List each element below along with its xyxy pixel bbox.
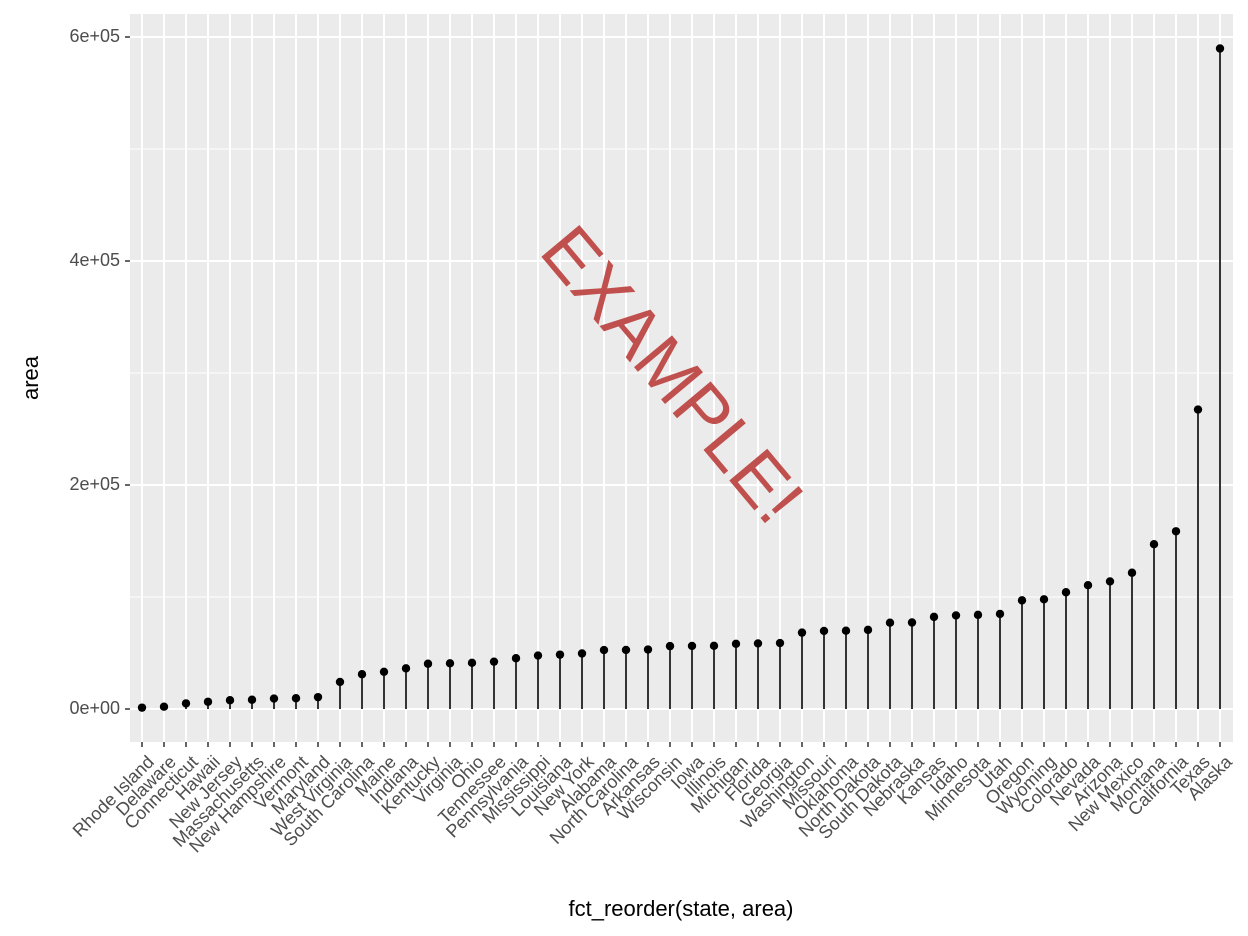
point bbox=[951, 611, 961, 620]
point bbox=[247, 695, 257, 704]
point bbox=[599, 645, 609, 655]
y-tick-label: 4e+05 bbox=[69, 250, 120, 270]
point bbox=[995, 609, 1005, 619]
point bbox=[775, 638, 785, 648]
point bbox=[841, 626, 851, 635]
point bbox=[643, 645, 653, 654]
point bbox=[1039, 595, 1049, 604]
point bbox=[863, 625, 873, 635]
point bbox=[313, 692, 323, 702]
point bbox=[1017, 596, 1027, 605]
point bbox=[1061, 588, 1071, 597]
point bbox=[687, 641, 697, 651]
point bbox=[907, 618, 917, 627]
point bbox=[401, 664, 411, 673]
point bbox=[533, 651, 543, 660]
point bbox=[621, 645, 631, 655]
point bbox=[1127, 568, 1137, 577]
point bbox=[511, 654, 521, 663]
point bbox=[445, 659, 455, 668]
lollipop-stems bbox=[141, 48, 1221, 709]
x-axis-title: fct_reorder(state, area) bbox=[569, 896, 794, 921]
point bbox=[753, 639, 763, 648]
point bbox=[929, 612, 939, 622]
point bbox=[1105, 577, 1115, 586]
point bbox=[797, 628, 807, 637]
point bbox=[1215, 44, 1225, 53]
point bbox=[1149, 540, 1159, 549]
point bbox=[159, 702, 169, 711]
point bbox=[555, 650, 565, 659]
point bbox=[819, 626, 829, 636]
y-axis: 0e+00 2e+05 4e+05 6e+05 bbox=[69, 26, 130, 718]
y-tick-label: 0e+00 bbox=[69, 698, 120, 718]
point bbox=[181, 699, 191, 708]
y-tick-label: 2e+05 bbox=[69, 474, 120, 494]
point bbox=[291, 694, 301, 703]
point bbox=[1083, 580, 1093, 590]
x-axis: Rhode IslandDelawareConnecticutHawaiiNew… bbox=[69, 742, 1237, 856]
point bbox=[731, 639, 741, 648]
point bbox=[137, 703, 147, 712]
point bbox=[885, 618, 895, 627]
plot-panel bbox=[130, 14, 1233, 742]
point bbox=[203, 697, 213, 706]
point bbox=[1171, 527, 1181, 536]
point bbox=[709, 641, 719, 651]
y-tick-label: 6e+05 bbox=[69, 26, 120, 46]
point bbox=[577, 649, 587, 658]
point bbox=[489, 657, 499, 666]
point bbox=[269, 694, 279, 703]
point bbox=[335, 677, 345, 687]
point bbox=[225, 696, 235, 705]
lollipop-points bbox=[137, 44, 1225, 712]
point bbox=[1193, 405, 1203, 414]
point bbox=[973, 610, 983, 620]
grid-minor bbox=[130, 148, 1233, 598]
y-axis-title: area bbox=[18, 355, 43, 400]
point bbox=[467, 658, 477, 668]
point bbox=[357, 670, 367, 679]
point bbox=[423, 659, 433, 668]
point bbox=[665, 641, 675, 651]
point bbox=[379, 667, 389, 676]
